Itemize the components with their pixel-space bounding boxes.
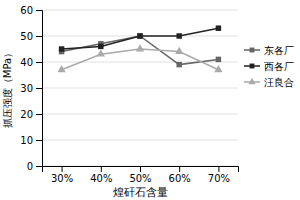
tick: 30% bbox=[51, 166, 73, 184]
axis-line bbox=[36, 11, 43, 167]
point bbox=[137, 33, 142, 38]
legend-marker bbox=[250, 64, 255, 69]
legend-item: 东各厂 bbox=[244, 45, 294, 56]
tick: 0 bbox=[27, 161, 42, 172]
tick-label: 0 bbox=[27, 161, 33, 172]
point bbox=[176, 33, 181, 38]
tick: 40% bbox=[90, 166, 112, 184]
x-axis: 30% 40% 50% 60% 70% bbox=[43, 166, 239, 184]
x-axis-title: 煌矸石含量 bbox=[113, 186, 168, 199]
tick-mark bbox=[179, 166, 180, 172]
chart: 30% 40% 50% 60% 70% 0 10 20 30 40 50 60 煌矸石含量 抓压强度（MP… bbox=[0, 0, 300, 200]
point bbox=[57, 65, 65, 72]
tick-mark bbox=[36, 140, 42, 141]
tick: 60 bbox=[20, 5, 42, 16]
tick-mark bbox=[36, 10, 42, 11]
legend-item: 西各厂 bbox=[244, 61, 294, 72]
tick-label: 30% bbox=[51, 173, 73, 184]
point bbox=[216, 57, 221, 62]
legend-label: 汪良合 bbox=[264, 77, 294, 88]
tick-mark bbox=[36, 166, 42, 167]
point bbox=[214, 65, 222, 72]
tick-label: 30 bbox=[20, 83, 33, 94]
grid-line bbox=[42, 114, 238, 115]
legend-label: 东各厂 bbox=[264, 45, 294, 56]
plot-area bbox=[57, 25, 222, 72]
tick: 30 bbox=[20, 83, 42, 94]
point bbox=[98, 44, 103, 49]
tick-mark bbox=[36, 36, 42, 37]
series-line bbox=[62, 49, 219, 70]
tick-mark bbox=[62, 166, 63, 172]
legend-marker bbox=[250, 48, 255, 53]
tick-label: 70% bbox=[208, 173, 230, 184]
tick-label: 20 bbox=[20, 109, 33, 120]
legend-marker bbox=[248, 78, 255, 84]
tick: 10 bbox=[20, 135, 42, 146]
tick: 70% bbox=[208, 166, 230, 184]
tick-label: 40% bbox=[90, 173, 112, 184]
point bbox=[136, 44, 144, 51]
grid-line bbox=[42, 62, 238, 63]
tick-label: 10 bbox=[20, 135, 33, 146]
grid-line bbox=[42, 10, 238, 11]
tick: 60% bbox=[169, 166, 191, 184]
tick-label: 40 bbox=[20, 57, 33, 68]
legend-item: 汪良合 bbox=[244, 77, 294, 88]
tick-mark bbox=[36, 88, 42, 89]
tick-mark bbox=[36, 62, 42, 63]
point bbox=[59, 46, 64, 51]
tick: 50% bbox=[129, 166, 151, 184]
y-axis-title: 抓压强度（MPa） bbox=[2, 48, 13, 128]
tick-mark bbox=[140, 166, 141, 172]
tick-mark bbox=[36, 114, 42, 115]
grid bbox=[42, 10, 238, 166]
y-axis: 0 10 20 30 40 50 60 bbox=[20, 5, 42, 172]
grid-line bbox=[42, 140, 238, 141]
axis-line bbox=[43, 167, 239, 173]
point bbox=[137, 33, 142, 38]
tick: 20 bbox=[20, 109, 42, 120]
legend: 东各厂西各厂汪良合 bbox=[244, 45, 294, 88]
grid-line bbox=[42, 88, 238, 89]
tick-label: 50 bbox=[20, 31, 33, 42]
point bbox=[216, 25, 221, 30]
point bbox=[175, 47, 183, 54]
tick-mark bbox=[218, 166, 219, 172]
tick: 50 bbox=[20, 31, 42, 42]
tick: 40 bbox=[20, 57, 42, 68]
legend-label: 西各厂 bbox=[264, 61, 294, 72]
tick-label: 60% bbox=[169, 173, 191, 184]
point bbox=[97, 49, 105, 56]
tick-label: 50% bbox=[129, 173, 151, 184]
point bbox=[176, 62, 181, 67]
tick-mark bbox=[101, 166, 102, 172]
tick-label: 60 bbox=[20, 5, 33, 16]
